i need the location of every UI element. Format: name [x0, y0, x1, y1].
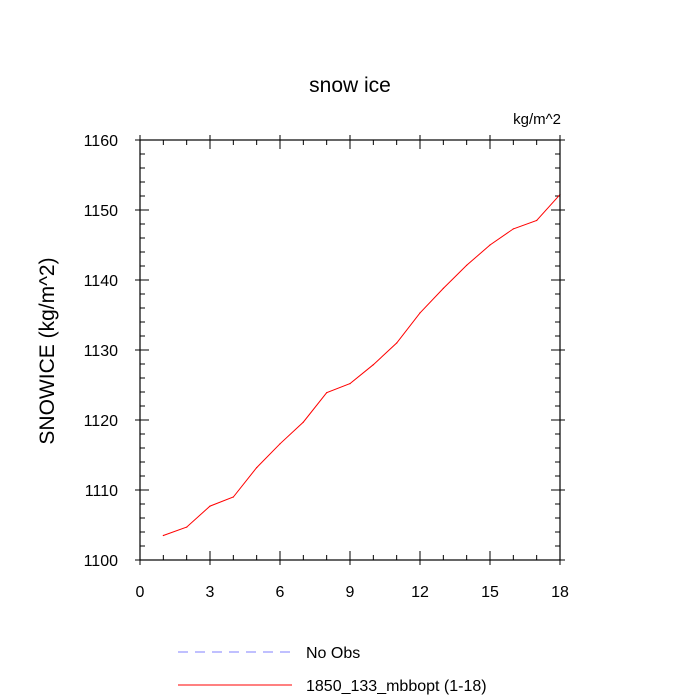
legend-label-series: 1850_133_mbbopt (1-18)	[306, 678, 487, 695]
y-axis-label: SNOWICE (kg/m^2)	[36, 257, 59, 444]
data-point	[536, 219, 538, 222]
data-point	[232, 496, 234, 498]
data-point	[186, 526, 188, 528]
series-line-0	[163, 194, 561, 536]
data-point	[302, 421, 304, 423]
data-point	[512, 228, 514, 230]
x-tick-label: 15	[481, 584, 499, 601]
y-tick-label: 1130	[84, 343, 119, 360]
y-tick-label: 1150	[84, 203, 119, 220]
data-point	[372, 364, 374, 366]
plot-frame	[139, 139, 561, 561]
legend: No Obs 1850_133_mbbopt (1-18)	[178, 645, 487, 695]
x-tick-label: 12	[411, 584, 429, 601]
legend-label-no-obs: No Obs	[306, 645, 360, 662]
data-point	[466, 264, 468, 266]
axis-ticks	[135, 135, 565, 565]
data-point	[396, 342, 398, 344]
axis-tick-labels: 0 3 6 9 12 15 18 1100 1110 1120 1130 1140 1150 1160	[84, 133, 569, 601]
chart-title: snow ice	[309, 74, 391, 97]
y-tick-label: 1120	[84, 413, 119, 430]
x-tick-label: 18	[551, 584, 569, 601]
y-tick-label: 1160	[84, 133, 119, 150]
y-tick-label: 1110	[85, 483, 118, 500]
data-point	[489, 244, 491, 246]
data-point	[442, 287, 444, 289]
x-tick-label: 6	[276, 584, 285, 601]
series-layer	[162, 194, 561, 537]
x-tick-label: 3	[206, 584, 215, 601]
units-label: kg/m^2	[513, 111, 561, 128]
data-point	[256, 467, 258, 469]
data-point	[162, 534, 164, 537]
x-tick-label: 0	[136, 584, 145, 601]
data-point	[326, 392, 328, 394]
y-tick-label: 1140	[84, 273, 119, 290]
data-point	[419, 312, 421, 314]
data-point	[349, 383, 351, 385]
data-point	[279, 443, 281, 445]
y-tick-label: 1100	[84, 553, 119, 570]
x-tick-label: 9	[346, 584, 355, 601]
data-point	[209, 505, 211, 507]
